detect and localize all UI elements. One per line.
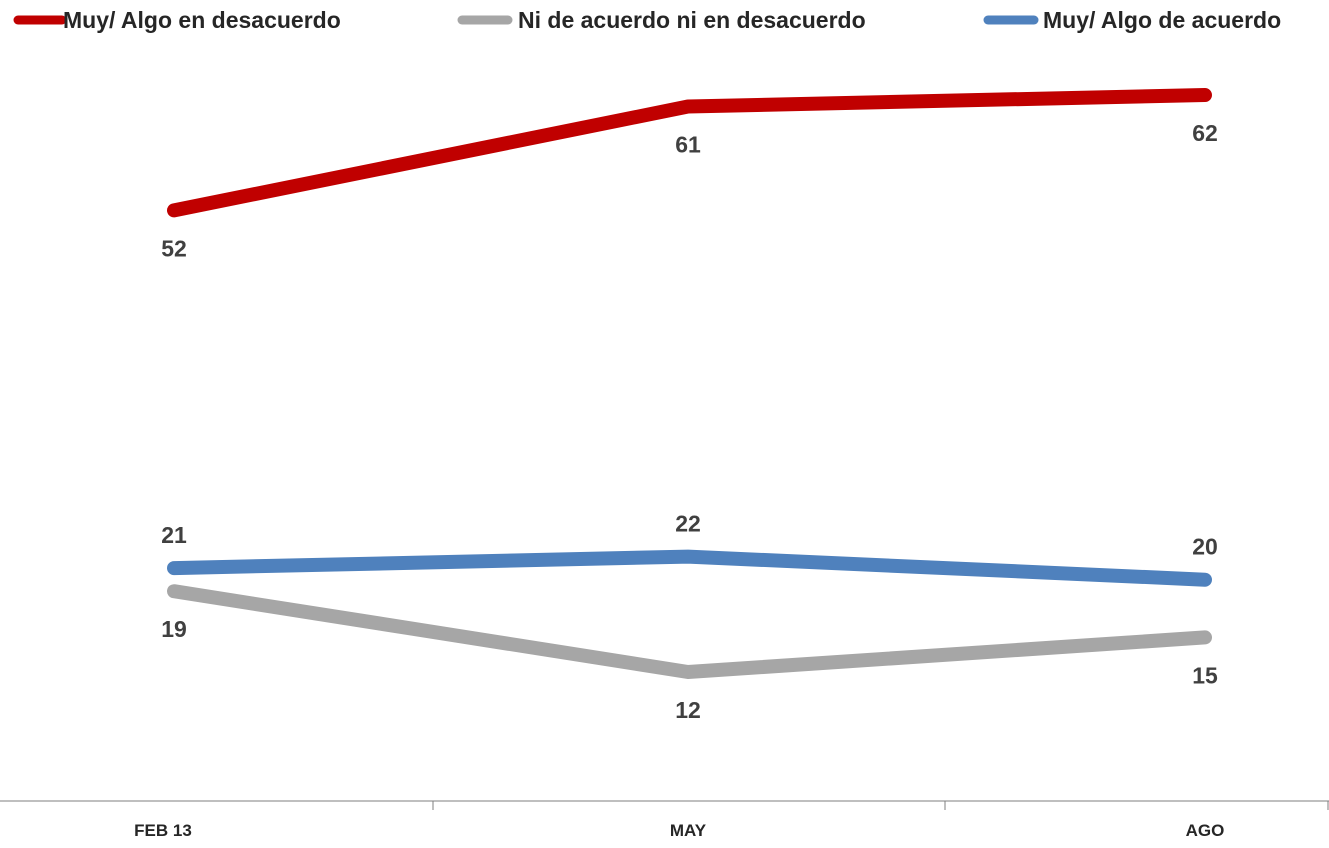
x-axis: FEB 13 MAY AGO [0, 800, 1329, 840]
series-line-neutral [167, 584, 1212, 679]
x-tick-label-may: MAY [670, 821, 707, 840]
x-tick-label-feb13: FEB 13 [134, 821, 192, 840]
data-label-desacuerdo: 61 [675, 132, 701, 158]
data-label-desacuerdo: 52 [161, 235, 187, 261]
data-label-neutral: 12 [675, 697, 701, 723]
x-tick-label-ago: AGO [1186, 821, 1225, 840]
legend: Muy/ Algo en desacuerdo Ni de acuerdo ni… [13, 7, 1281, 33]
data-label-acuerdo: 21 [161, 522, 187, 548]
legend-item-neutral: Ni de acuerdo ni en desacuerdo [457, 7, 866, 33]
data-labels: 52 61 62 19 12 15 21 22 20 [161, 120, 1218, 723]
legend-label-neutral: Ni de acuerdo ni en desacuerdo [518, 7, 866, 33]
data-label-acuerdo: 20 [1192, 534, 1218, 560]
legend-item-desacuerdo: Muy/ Algo en desacuerdo [13, 7, 341, 33]
legend-item-acuerdo: Muy/ Algo de acuerdo [983, 7, 1281, 33]
data-label-acuerdo: 22 [675, 511, 701, 537]
data-label-desacuerdo: 62 [1192, 120, 1218, 146]
legend-label-desacuerdo: Muy/ Algo en desacuerdo [63, 7, 341, 33]
series-line-desacuerdo [167, 88, 1212, 218]
series-line-acuerdo [167, 549, 1212, 587]
data-label-neutral: 15 [1192, 662, 1218, 688]
legend-label-acuerdo: Muy/ Algo de acuerdo [1043, 7, 1281, 33]
series-layer [167, 88, 1212, 679]
data-label-neutral: 19 [161, 616, 187, 642]
